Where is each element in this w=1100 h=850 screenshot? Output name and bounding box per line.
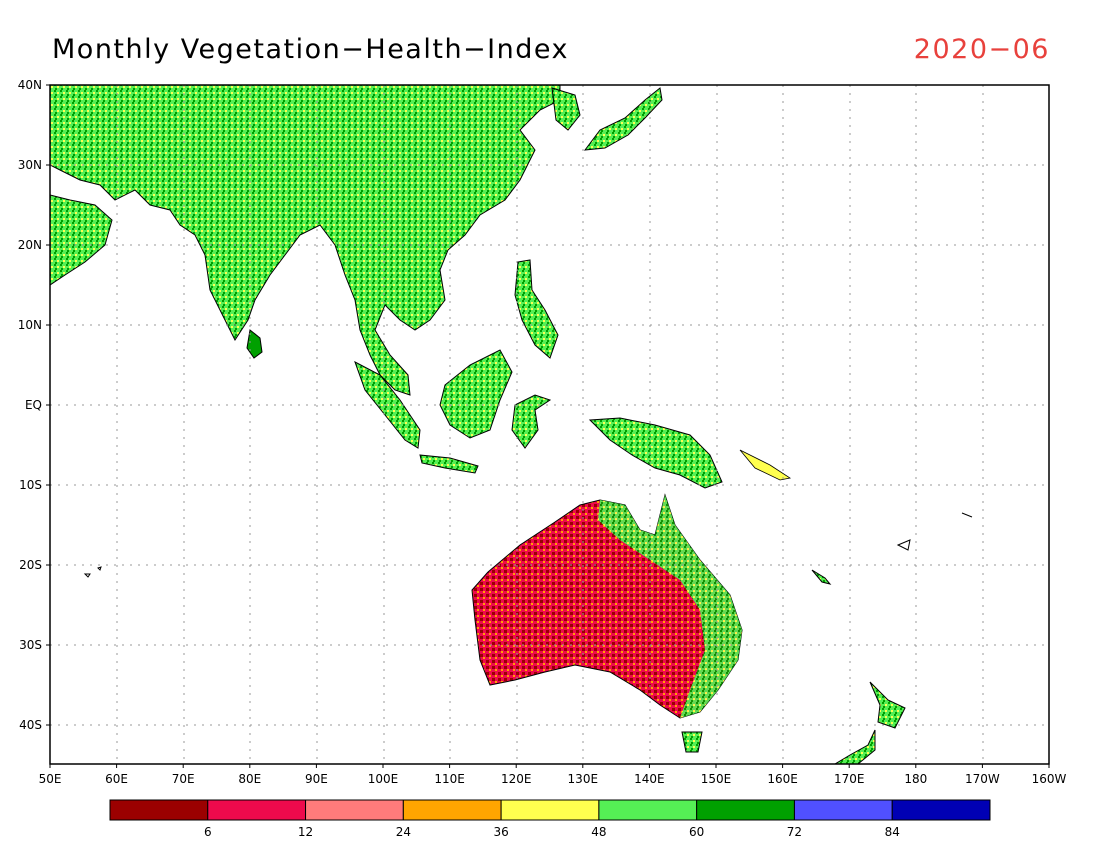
lon-label: 160W — [1032, 772, 1067, 786]
lon-label: 170W — [965, 772, 1000, 786]
lon-label: 100E — [368, 772, 399, 786]
lat-label: 40S — [19, 718, 42, 732]
lat-label: 20N — [18, 238, 42, 252]
lon-label: 80E — [238, 772, 261, 786]
reunion-mauritius — [83, 566, 102, 578]
lat-label: EQ — [25, 398, 42, 412]
asia-landmass — [50, 85, 561, 396]
lon-label: 130E — [568, 772, 599, 786]
legend-label: 84 — [885, 825, 900, 839]
lon-label: 160E — [767, 772, 798, 786]
legend-swatch — [891, 799, 991, 821]
lon-label: 90E — [305, 772, 328, 786]
australia-green-margin — [598, 495, 742, 718]
lon-label: 170E — [834, 772, 865, 786]
lat-label: 10S — [19, 478, 42, 492]
map-title: Monthly Vegetation−Health−Index — [52, 34, 570, 65]
new-zealand-south — [834, 729, 876, 764]
legend-label: 12 — [298, 825, 313, 839]
legend-label: 72 — [787, 825, 802, 839]
arabia-landmass — [50, 194, 113, 286]
lat-label: 30N — [18, 158, 42, 172]
land-layer — [50, 85, 973, 764]
legend-label: 60 — [689, 825, 704, 839]
borneo — [439, 349, 513, 439]
lon-label: 120E — [501, 772, 532, 786]
legend-colorbar: 6 12 24 36 48 60 72 84 — [109, 799, 991, 839]
legend-swatch — [793, 799, 893, 821]
lon-label: 180 — [904, 772, 927, 786]
new-zealand-north — [869, 681, 906, 729]
lat-label: 10N — [18, 318, 42, 332]
lon-label: 110E — [434, 772, 465, 786]
java — [419, 454, 479, 474]
legend-label: 36 — [493, 825, 508, 839]
legend-label: 6 — [204, 825, 212, 839]
lat-label: 30S — [19, 638, 42, 652]
philippines — [514, 259, 559, 359]
legend-swatch — [500, 799, 600, 821]
axis-ticks: 40N 30N 20N 10N EQ 10S 20S 30S 40S 50E 60E 70E 80E 90… — [18, 78, 1067, 786]
map-frame — [49, 84, 1050, 765]
fiji — [896, 512, 973, 551]
legend-swatch — [207, 799, 307, 821]
new-caledonia — [811, 569, 832, 585]
lon-label: 70E — [172, 772, 195, 786]
legend-label: 48 — [591, 825, 606, 839]
legend-swatch — [109, 799, 209, 821]
tasmania — [681, 731, 703, 753]
lat-label: 40N — [18, 78, 42, 92]
lat-label: 20S — [19, 558, 42, 572]
lon-label: 150E — [701, 772, 732, 786]
korea — [551, 87, 581, 131]
japan — [583, 87, 663, 151]
lon-label: 50E — [39, 772, 62, 786]
sulawesi — [511, 394, 552, 449]
legend-swatch — [696, 799, 795, 821]
new-guinea — [588, 417, 723, 489]
legend-swatch — [305, 799, 404, 821]
legend-label: 24 — [396, 825, 411, 839]
legend-swatch — [402, 799, 502, 821]
gridlines — [50, 85, 1049, 764]
lon-label: 60E — [105, 772, 128, 786]
solomon-islands — [739, 449, 792, 481]
legend-swatch — [598, 799, 698, 821]
map-date: 2020−06 — [913, 34, 1050, 65]
lon-label: 140E — [634, 772, 665, 786]
sri-lanka — [246, 329, 263, 359]
